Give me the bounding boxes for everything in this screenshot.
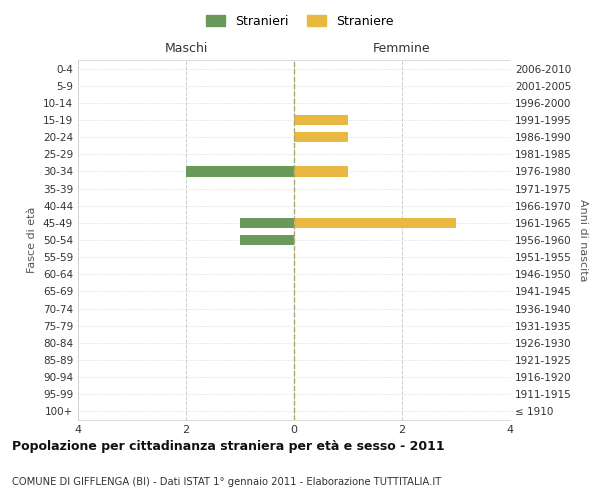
Bar [294,132,348,142]
Legend: Stranieri, Straniere: Stranieri, Straniere [203,11,397,32]
Text: COMUNE DI GIFFLENGA (BI) - Dati ISTAT 1° gennaio 2011 - Elaborazione TUTTITALIA.: COMUNE DI GIFFLENGA (BI) - Dati ISTAT 1°… [12,477,441,487]
Y-axis label: Fasce di età: Fasce di età [28,207,37,273]
Bar [294,218,456,228]
Bar [186,166,294,176]
Bar [294,115,348,125]
Bar [240,218,294,228]
Text: Popolazione per cittadinanza straniera per età e sesso - 2011: Popolazione per cittadinanza straniera p… [12,440,445,453]
Bar [294,166,348,176]
Bar [240,235,294,245]
Y-axis label: Anni di nascita: Anni di nascita [578,198,588,281]
